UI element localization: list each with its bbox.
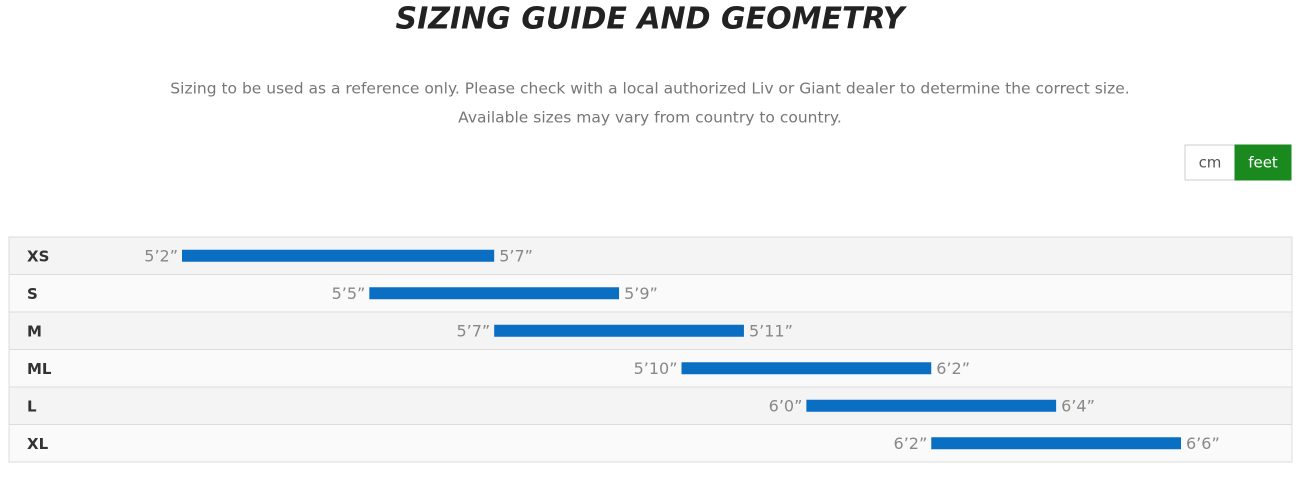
high-label: 6’6” — [1186, 434, 1220, 453]
unit-button[interactable]: cm — [1184, 144, 1236, 181]
unit-button-label[interactable]: feet — [1248, 154, 1278, 172]
range-bar — [681, 362, 932, 375]
size-label: XL — [27, 435, 49, 453]
low-label: 5’2” — [144, 246, 178, 265]
range-bar — [182, 249, 495, 262]
low-label: 5’10” — [634, 359, 678, 378]
unit-button[interactable]: feet — [1234, 144, 1292, 181]
low-label: 5’5” — [332, 284, 366, 303]
high-label: 5’9” — [624, 284, 658, 303]
size-label: L — [27, 397, 37, 415]
unit-toggle: cm feet — [1184, 144, 1292, 181]
title: SIZING GUIDE AND GEOMETRY — [395, 2, 907, 37]
row — [8, 386, 1293, 425]
unit-button-label[interactable]: cm — [1199, 154, 1222, 172]
row — [8, 349, 1293, 388]
high-label: 6’4” — [1061, 396, 1095, 415]
range-bar — [931, 437, 1181, 450]
range-bar — [494, 324, 744, 337]
high-label: 6’2” — [936, 359, 970, 378]
low-label: 6’2” — [894, 434, 928, 453]
range-bar — [806, 399, 1057, 412]
size-label: M — [27, 322, 42, 340]
high-label: 5’11” — [749, 321, 793, 340]
size-label: ML — [27, 360, 52, 378]
unit-button-bg[interactable] — [1184, 144, 1236, 181]
size-label: XS — [27, 247, 49, 265]
low-label: 5’7” — [456, 321, 490, 340]
subtitle: Sizing to be used as a reference only. P… — [170, 80, 1129, 98]
size-chart: XS 5’2” 5’7” S 5’5” 5’9” M 5’7” 5’11” ML 5’10” 6’2”… — [8, 236, 1293, 463]
subtitle: Available sizes may vary from country to… — [458, 109, 842, 127]
row — [8, 274, 1293, 313]
size-label: S — [27, 285, 38, 303]
unit-button-bg[interactable] — [1234, 144, 1292, 181]
range-bar — [369, 287, 620, 300]
high-label: 5’7” — [499, 246, 533, 265]
low-label: 6’0” — [769, 396, 803, 415]
